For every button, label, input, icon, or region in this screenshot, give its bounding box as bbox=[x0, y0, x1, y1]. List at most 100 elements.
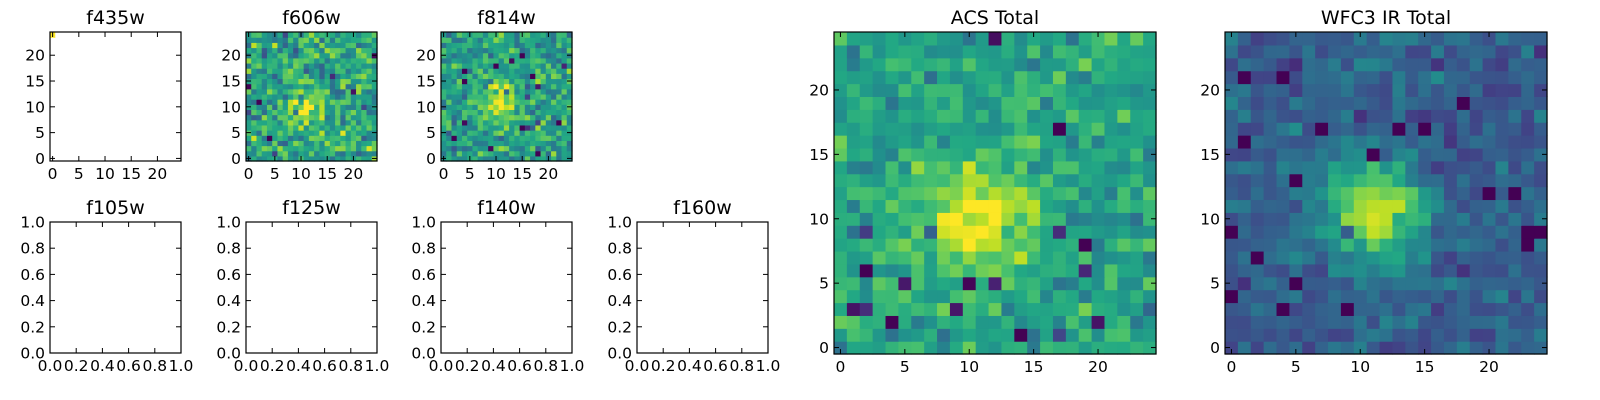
heatmap-cell bbox=[139, 52, 145, 59]
heatmap-cell bbox=[1405, 160, 1419, 175]
heatmap-cell bbox=[1027, 302, 1041, 316]
heatmap-cell bbox=[175, 99, 182, 105]
heatmap-cell bbox=[144, 155, 151, 162]
heatmap-cell bbox=[319, 47, 326, 54]
heatmap-cell bbox=[86, 150, 93, 157]
heatmap-cell bbox=[1027, 109, 1041, 123]
heatmap-cell bbox=[165, 47, 172, 54]
heatmap-cell bbox=[1456, 44, 1471, 59]
heatmap-cell bbox=[272, 104, 279, 110]
y-tick-label: 10 bbox=[809, 210, 829, 228]
heatmap-cell bbox=[1052, 135, 1067, 149]
heatmap-cell bbox=[530, 73, 536, 80]
heatmap-cell bbox=[97, 62, 103, 69]
heatmap-cell bbox=[1495, 315, 1509, 329]
heatmap-cell bbox=[1117, 263, 1131, 278]
heatmap-cell bbox=[149, 150, 156, 157]
heatmap-cell bbox=[514, 68, 521, 74]
heatmap-cell bbox=[246, 145, 252, 152]
heatmap-cell bbox=[1143, 250, 1157, 265]
heatmap-cell bbox=[361, 104, 368, 110]
heatmap-cell bbox=[975, 135, 990, 149]
heatmap-cell bbox=[123, 124, 130, 131]
heatmap-cell bbox=[345, 99, 352, 105]
heatmap-cell bbox=[949, 238, 964, 252]
heatmap-cell bbox=[345, 32, 352, 38]
heatmap-cell bbox=[1534, 315, 1548, 329]
heatmap-cell bbox=[1328, 186, 1342, 201]
heatmap-cell bbox=[846, 276, 861, 291]
heatmap-cell bbox=[1001, 289, 1015, 304]
heatmap-cell bbox=[65, 78, 72, 85]
heatmap-cell bbox=[149, 32, 156, 38]
y-tick-label: 0.4 bbox=[216, 292, 241, 310]
heatmap-cell bbox=[1328, 225, 1342, 239]
heatmap-cell bbox=[1065, 44, 1080, 59]
heatmap-cell bbox=[371, 140, 378, 147]
heatmap-cell bbox=[366, 37, 373, 43]
heatmap-cell bbox=[319, 119, 326, 126]
heatmap-cell bbox=[308, 114, 315, 121]
heatmap-cell bbox=[335, 83, 341, 90]
heatmap-cell bbox=[937, 160, 951, 175]
heatmap-cell bbox=[149, 155, 156, 162]
heatmap-cell bbox=[924, 147, 938, 162]
heatmap-cell bbox=[509, 104, 515, 110]
heatmap-cell bbox=[451, 32, 458, 38]
heatmap-cell bbox=[482, 114, 489, 121]
heatmap-cell bbox=[123, 109, 130, 116]
heatmap-cell bbox=[540, 62, 547, 69]
heatmap-cell bbox=[81, 42, 88, 49]
heatmap-cell bbox=[519, 130, 526, 136]
heatmap-cell bbox=[1052, 57, 1067, 72]
x-tick-label: 10 bbox=[95, 165, 115, 183]
heatmap-cell bbox=[91, 93, 98, 100]
x-tick-label: 0.8 bbox=[729, 357, 754, 375]
heatmap-cell bbox=[1263, 122, 1278, 136]
heatmap-cell bbox=[144, 130, 151, 136]
heatmap-cell bbox=[1379, 212, 1394, 226]
heatmap-cell bbox=[519, 78, 526, 85]
heatmap-cell bbox=[282, 93, 289, 100]
heatmap-cell bbox=[1405, 212, 1419, 226]
heatmap-cell bbox=[345, 155, 352, 162]
heatmap-cell bbox=[530, 150, 536, 157]
heatmap-cell bbox=[102, 62, 109, 69]
heatmap-cell bbox=[988, 199, 1003, 213]
heatmap-cell bbox=[371, 83, 378, 90]
heatmap-cell bbox=[144, 62, 151, 69]
heatmap-cell bbox=[1482, 328, 1497, 342]
heatmap-cell bbox=[1225, 173, 1239, 188]
heatmap-cell bbox=[91, 114, 98, 121]
heatmap-cell bbox=[1027, 44, 1041, 59]
heatmap-cell bbox=[1117, 250, 1131, 265]
heatmap-cell bbox=[962, 289, 977, 304]
heatmap-cell bbox=[975, 147, 990, 162]
heatmap-cell bbox=[102, 68, 109, 74]
heatmap-cell bbox=[1353, 238, 1368, 252]
heatmap-cell bbox=[303, 57, 310, 64]
heatmap-cell bbox=[160, 57, 166, 64]
heatmap-cell bbox=[144, 109, 151, 116]
heatmap-cell bbox=[1001, 199, 1015, 213]
heatmap-cell bbox=[551, 130, 557, 136]
heatmap-cell bbox=[1104, 96, 1118, 110]
heatmap-cell bbox=[1091, 302, 1106, 316]
heatmap-cell bbox=[1130, 225, 1144, 239]
heatmap-cell bbox=[1001, 238, 1015, 252]
heatmap-cell bbox=[160, 140, 166, 147]
heatmap-cell bbox=[924, 238, 938, 252]
heatmap-cell bbox=[356, 155, 362, 162]
heatmap-cell bbox=[1521, 199, 1535, 213]
heatmap-cell bbox=[1276, 263, 1290, 278]
heatmap-cell bbox=[885, 70, 899, 85]
heatmap-cell bbox=[282, 155, 289, 162]
heatmap-cell bbox=[503, 109, 510, 116]
heatmap-cell bbox=[1315, 315, 1329, 329]
heatmap-cell bbox=[371, 150, 378, 157]
heatmap-cell bbox=[329, 78, 336, 85]
heatmap-cell bbox=[551, 73, 557, 80]
y-tick-label: 20 bbox=[25, 47, 45, 65]
heatmap-cell bbox=[55, 114, 62, 121]
heatmap-cell bbox=[112, 93, 119, 100]
